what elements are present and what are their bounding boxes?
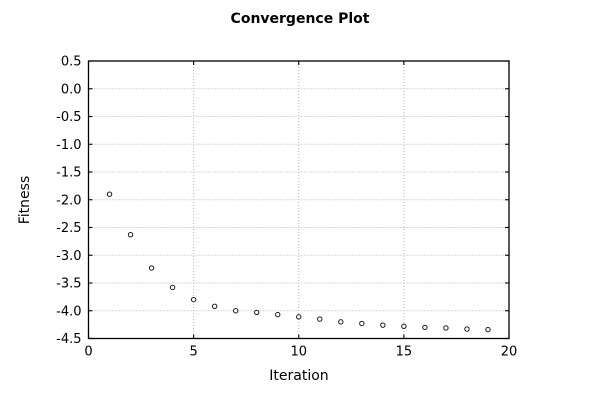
data-point [443, 325, 449, 331]
y-tick-label: -2.5 [56, 221, 81, 236]
data-point [169, 284, 176, 291]
y-tick-label: -3.0 [56, 249, 81, 264]
y-tick-label: 0.5 [61, 55, 82, 70]
y-tick-label: -4.5 [56, 332, 81, 347]
y-tick-label: -3.5 [56, 277, 81, 292]
data-point [148, 265, 155, 271]
x-tick-label: 20 [501, 345, 518, 360]
y-tick-label: -0.5 [56, 110, 81, 125]
x-axis-title: Iteration [269, 368, 329, 384]
data-point [359, 320, 365, 327]
data-point [464, 326, 470, 332]
data-point [380, 322, 386, 328]
x-tick-label: 5 [189, 345, 197, 360]
data-point [232, 308, 239, 314]
y-tick-label: 0.0 [61, 82, 82, 97]
data-point [275, 311, 281, 318]
data-point [106, 191, 113, 197]
x-tick-label: 0 [84, 345, 92, 360]
y-tick-label: -1.0 [56, 138, 81, 153]
data-point [338, 319, 344, 325]
data-point [317, 316, 323, 322]
data-point [127, 232, 134, 238]
data-point [422, 324, 428, 331]
x-tick-label: 15 [396, 345, 413, 360]
y-tick-label: -4.0 [56, 304, 81, 319]
data-point [485, 326, 491, 333]
data-point [190, 296, 197, 303]
y-tick-label: -2.0 [56, 193, 81, 208]
chart-title: Convergence Plot [230, 11, 370, 27]
data-point [254, 309, 260, 316]
data-point [296, 314, 302, 320]
data-point [211, 303, 218, 310]
y-tick-label: -1.5 [56, 166, 81, 181]
data-point [401, 323, 407, 329]
plot-border [87, 60, 510, 340]
x-tick-label: 10 [290, 345, 307, 360]
